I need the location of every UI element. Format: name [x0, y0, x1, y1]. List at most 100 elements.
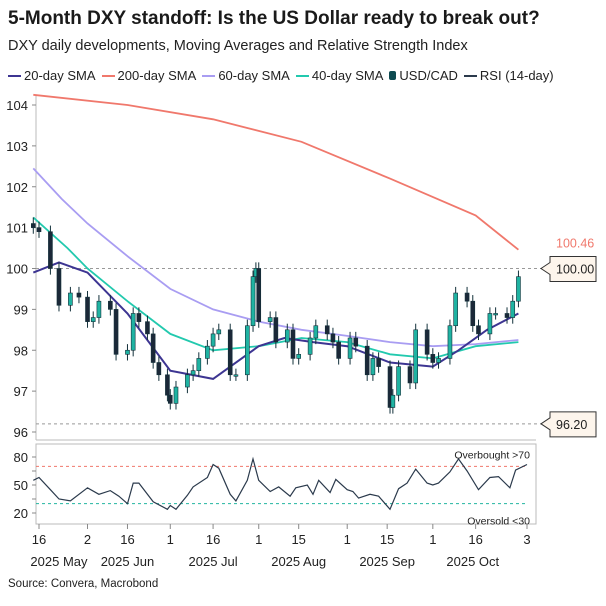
x-tick-label: 1: [255, 532, 262, 547]
candle-body: [90, 317, 96, 322]
candle-body: [370, 358, 376, 376]
legend-item: 60-day SMA: [202, 68, 290, 83]
candle-body: [56, 268, 62, 306]
candle-body: [447, 325, 453, 359]
candle-body: [296, 354, 301, 359]
legend-item: RSI (14-day): [463, 68, 554, 83]
candle-body: [108, 300, 113, 310]
candle-body: [256, 268, 262, 322]
candle-body: [96, 300, 102, 318]
rsi-y-tick-label: 50: [14, 478, 28, 493]
candle-body: [347, 337, 353, 359]
x-tick-label: 1: [344, 532, 351, 547]
candle-body: [476, 325, 481, 335]
candle-body: [167, 394, 173, 404]
rsi-line: [33, 456, 528, 511]
x-tick-label: 16: [468, 532, 482, 547]
y-tick-label: 98: [14, 343, 28, 358]
candle-body: [436, 358, 441, 363]
legend-label: 20-day SMA: [24, 68, 96, 83]
legend: 20-day SMA 200-day SMA 60-day SMA 40-day SM…: [8, 68, 554, 83]
candle-body: [470, 300, 476, 327]
legend-swatch: [295, 74, 309, 77]
candle-body: [273, 317, 279, 343]
candle-body: [307, 337, 313, 355]
candle-body: [185, 374, 190, 388]
candle-body: [504, 313, 510, 318]
candle-body: [407, 366, 413, 384]
candle-body: [68, 292, 73, 306]
rsi-threshold-label: Overbought >70: [454, 449, 530, 461]
candle-body: [36, 227, 42, 233]
candle-body: [396, 366, 401, 396]
x-tick-label: 15: [380, 532, 394, 547]
candle-body: [284, 329, 290, 343]
candle-body: [464, 292, 470, 302]
legend-label: USD/CAD: [399, 68, 458, 83]
candle-body: [376, 358, 381, 367]
candle-body: [330, 333, 336, 343]
candle-body: [245, 325, 250, 376]
candle-body: [493, 313, 498, 316]
y-tick-label: 100: [6, 262, 28, 277]
candle-body: [324, 325, 330, 335]
candle-body: [130, 313, 136, 351]
y-tick-label: 103: [6, 139, 28, 154]
y-tick-label: 101: [6, 221, 28, 236]
legend-label: RSI (14-day): [479, 68, 554, 83]
candle-body: [430, 354, 436, 363]
legend-swatch: [8, 74, 21, 77]
chart-title: 5-Month DXY standoff: Is the US Dollar r…: [8, 8, 540, 29]
x-month-label: 2025 May: [30, 554, 88, 569]
candle-body: [30, 223, 36, 228]
x-tick-label: 1: [429, 532, 436, 547]
legend-label: 60-day SMA: [218, 68, 290, 83]
candle-body: [413, 329, 419, 384]
legend-swatch: [101, 74, 115, 77]
candle-body: [76, 292, 82, 298]
rsi-y-tick-label: 20: [14, 506, 28, 521]
value-callout-label: 100.00: [556, 263, 594, 277]
candle-body: [85, 296, 90, 322]
candle-body: [424, 329, 430, 355]
x-tick-label: 16: [206, 532, 220, 547]
candlestick-icon: [389, 71, 397, 80]
candle-body: [364, 345, 370, 376]
candle-body: [390, 394, 396, 408]
value-callout-box: [540, 256, 597, 282]
candle-body: [510, 300, 516, 318]
x-month-label: 2025 Sep: [359, 554, 415, 569]
y-tick-label: 99: [14, 302, 28, 317]
candle-body: [165, 374, 170, 396]
y-tick-label: 96: [14, 425, 28, 440]
x-tick-label: 15: [291, 532, 305, 547]
candle-body: [125, 349, 130, 355]
candle-body: [313, 325, 319, 339]
x-tick-label: 16: [120, 532, 134, 547]
y-tick-label: 102: [6, 180, 28, 195]
candle-body: [205, 345, 210, 359]
value-callout-label: 96.20: [556, 418, 587, 432]
candle-body: [353, 337, 359, 347]
candle-body: [156, 362, 162, 376]
candle-body: [453, 292, 458, 327]
candle-body: [113, 309, 119, 355]
candle-body: [336, 341, 341, 359]
x-tick-label: 16: [32, 532, 46, 547]
chart-subtitle: DXY daily developments, Moving Averages …: [8, 38, 468, 54]
candle-body: [487, 313, 493, 335]
legend-item: 20-day SMA: [8, 68, 96, 83]
candle-body: [290, 329, 296, 359]
x-month-label: 2025 Jun: [101, 554, 155, 569]
last-value-label: 100.46: [556, 237, 594, 251]
candle-body: [267, 317, 273, 322]
y-tick-label: 97: [14, 384, 28, 399]
candle-body: [145, 321, 150, 335]
x-month-label: 2025 Oct: [446, 554, 499, 569]
legend-swatch: [463, 74, 477, 77]
candle-body: [150, 333, 156, 363]
candle-body: [227, 329, 233, 376]
y-tick-label: 104: [6, 98, 28, 113]
source-note: Source: Convera, Macrobond: [8, 578, 159, 590]
